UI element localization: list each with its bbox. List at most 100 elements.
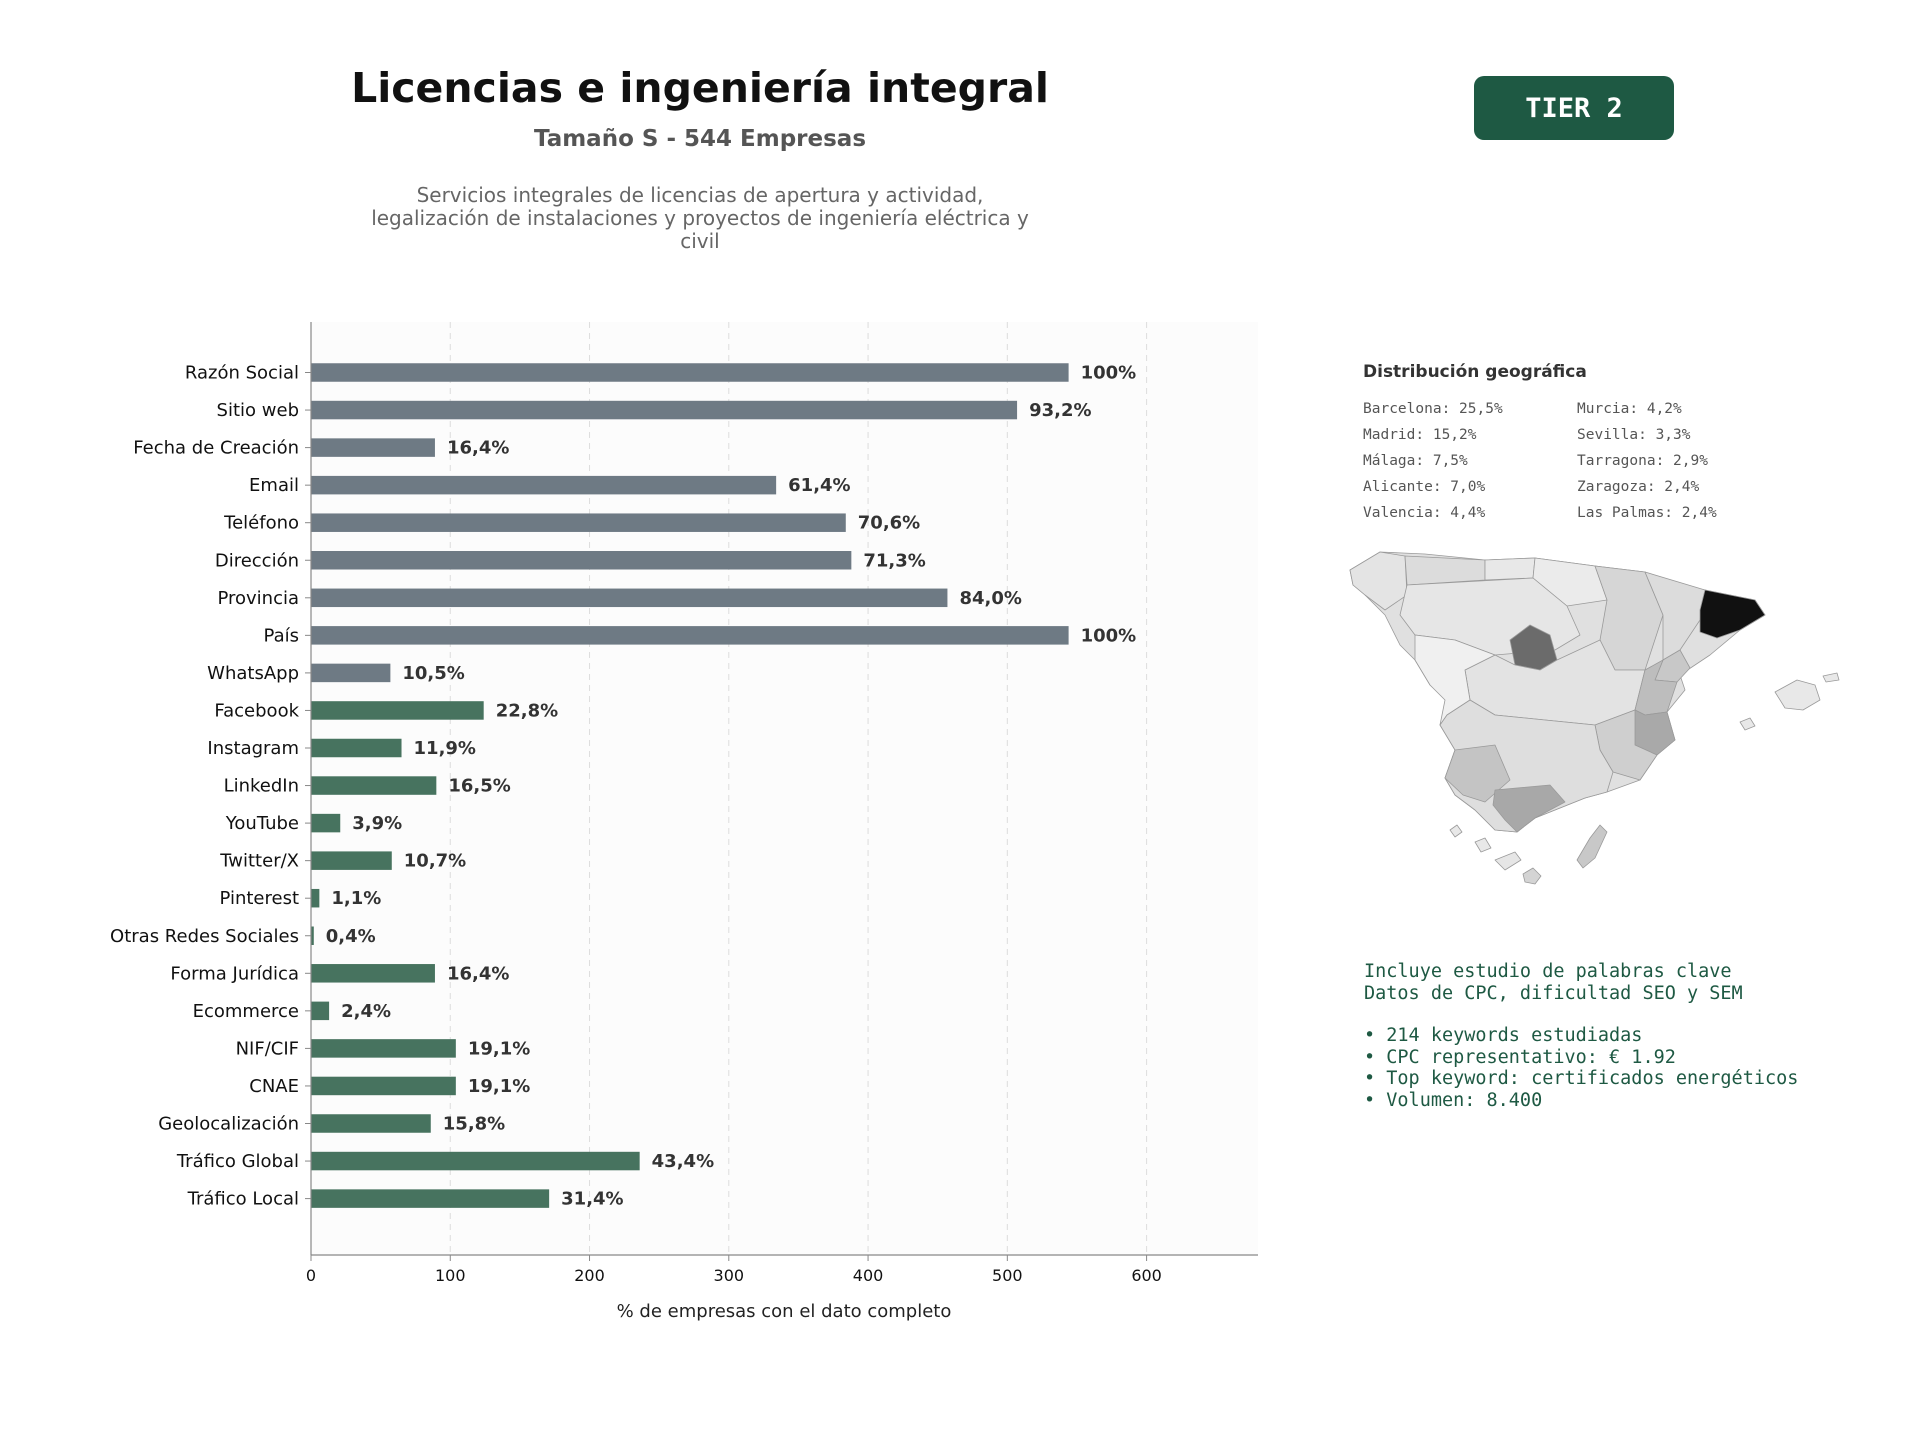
bar-value-label: 16,4% bbox=[447, 963, 509, 984]
y-tick-label: Otras Redes Sociales bbox=[110, 926, 299, 947]
island-gran-canaria bbox=[1522, 867, 1542, 885]
bar bbox=[311, 551, 852, 570]
island-canarias-west bbox=[1449, 824, 1492, 853]
geo-item: Alicante: 7,0% bbox=[1363, 479, 1486, 495]
bar-value-label: 19,1% bbox=[468, 1076, 530, 1097]
y-tick-label: Fecha de Creación bbox=[133, 438, 299, 459]
geo-item: Tarragona: 2,9% bbox=[1577, 453, 1708, 469]
bar bbox=[311, 964, 435, 983]
bar bbox=[311, 626, 1069, 645]
bar bbox=[311, 1151, 640, 1171]
y-tick-label: Tráfico Local bbox=[187, 1189, 299, 1210]
bar bbox=[311, 926, 314, 945]
geo-item: Barcelona: 25,5% bbox=[1363, 401, 1503, 417]
y-tick-label: CNAE bbox=[249, 1076, 299, 1097]
y-tick-label: Sitio web bbox=[217, 400, 299, 421]
bar-value-label: 1,1% bbox=[331, 888, 381, 909]
geo-item: Murcia: 4,2% bbox=[1577, 401, 1682, 417]
geo-distribution-list: Barcelona: 25,5% Murcia: 4,2% Madrid: 15… bbox=[1363, 399, 1783, 523]
y-tick-label: WhatsApp bbox=[207, 663, 299, 684]
island-menorca bbox=[1822, 672, 1840, 683]
bar bbox=[311, 363, 1069, 382]
bar bbox=[311, 701, 484, 720]
bar-value-label: 100% bbox=[1081, 363, 1137, 384]
bar bbox=[311, 738, 402, 758]
y-tick-label: Email bbox=[249, 475, 299, 496]
island-mallorca bbox=[1774, 679, 1821, 711]
bar bbox=[311, 813, 341, 833]
region-galicia bbox=[1349, 551, 1408, 611]
bar-value-label: 22,8% bbox=[496, 700, 558, 721]
y-tick-label: Ecommerce bbox=[193, 1001, 299, 1022]
y-tick-label: Twitter/X bbox=[219, 851, 299, 872]
bar-value-label: 93,2% bbox=[1029, 400, 1091, 421]
y-tick-label: LinkedIn bbox=[224, 776, 299, 797]
region-sevilla bbox=[1444, 744, 1511, 803]
y-tick-label: YouTube bbox=[225, 813, 299, 834]
y-tick-label: Facebook bbox=[214, 700, 299, 721]
bar-value-label: 84,0% bbox=[959, 588, 1021, 609]
bar bbox=[311, 1001, 330, 1021]
region-asturias bbox=[1404, 555, 1486, 586]
sector-description: Servicios integrales de licencias de ape… bbox=[371, 183, 1029, 253]
bar-value-label: 3,9% bbox=[352, 813, 402, 834]
bar-value-label: 0,4% bbox=[326, 926, 376, 947]
x-tick-label: 300 bbox=[714, 1266, 745, 1285]
region-malaga bbox=[1492, 784, 1566, 833]
page-title: Licencias e ingeniería integral bbox=[351, 64, 1049, 112]
completeness-bar-chart: Razón Social 100% Sitio web 93,2% Fecha de C… bbox=[110, 322, 1258, 1322]
bar bbox=[311, 588, 948, 608]
geo-distribution-title: Distribución geográfica bbox=[1363, 362, 1587, 382]
bar bbox=[311, 776, 437, 795]
island-las-palmas-east bbox=[1576, 824, 1608, 869]
bar bbox=[311, 1076, 456, 1096]
geo-item: Madrid: 15,2% bbox=[1363, 427, 1477, 443]
geo-item: Zaragoza: 2,4% bbox=[1577, 479, 1700, 495]
island-ibiza bbox=[1739, 717, 1756, 731]
bar-value-label: 15,8% bbox=[443, 1114, 505, 1135]
x-tick-label: 600 bbox=[1131, 1266, 1162, 1285]
keyword-study-box: Incluye estudio de palabras clave Datos … bbox=[1364, 961, 1904, 1111]
bar bbox=[311, 513, 846, 532]
bar bbox=[311, 475, 777, 495]
x-axis-label: % de empresas con el dato completo bbox=[617, 1301, 952, 1322]
y-tick-label: Instagram bbox=[207, 738, 299, 759]
bar-value-label: 61,4% bbox=[788, 475, 850, 496]
bar-value-label: 11,9% bbox=[414, 738, 476, 759]
bar bbox=[311, 851, 392, 870]
island-tenerife bbox=[1494, 851, 1522, 871]
y-tick-label: Geolocalización bbox=[158, 1114, 299, 1135]
bar-value-label: 19,1% bbox=[468, 1038, 530, 1059]
bar-value-label: 100% bbox=[1081, 625, 1137, 646]
keyword-intro-line: Datos de CPC, dificultad SEO y SEM bbox=[1364, 982, 1743, 1004]
x-tick-label: 200 bbox=[574, 1266, 605, 1285]
geo-item: Las Palmas: 2,4% bbox=[1577, 505, 1717, 521]
x-tick-label: 400 bbox=[853, 1266, 884, 1285]
bar bbox=[311, 400, 1018, 420]
y-tick-label: Dirección bbox=[215, 550, 299, 571]
region-cantabria bbox=[1484, 557, 1536, 581]
bar bbox=[311, 888, 320, 908]
x-tick-label: 0 bbox=[306, 1266, 316, 1285]
bar-value-label: 71,3% bbox=[863, 550, 925, 571]
y-tick-label: Teléfono bbox=[223, 513, 299, 534]
bar-value-label: 10,7% bbox=[404, 851, 466, 872]
x-tick-label: 100 bbox=[435, 1266, 466, 1285]
keyword-bullet: • CPC representativo: € 1.92 bbox=[1364, 1046, 1676, 1068]
geo-item: Málaga: 7,5% bbox=[1363, 453, 1468, 469]
bar-value-label: 10,5% bbox=[402, 663, 464, 684]
geo-item: Sevilla: 3,3% bbox=[1577, 427, 1691, 443]
y-tick-label: Tráfico Global bbox=[176, 1151, 299, 1172]
y-tick-label: NIF/CIF bbox=[236, 1038, 299, 1059]
bar-value-label: 43,4% bbox=[652, 1151, 714, 1172]
region-barcelona bbox=[1699, 589, 1766, 639]
x-axis-ticks: 0 100 200 300 400 500 600 bbox=[306, 1255, 1162, 1285]
bar-series: Razón Social 100% Sitio web 93,2% Fecha de C… bbox=[110, 363, 1136, 1210]
x-tick-label: 500 bbox=[992, 1266, 1023, 1285]
spain-choropleth-map bbox=[1349, 551, 1840, 885]
page-subtitle: Tamaño S - 544 Empresas bbox=[533, 126, 867, 152]
bar-value-label: 31,4% bbox=[561, 1189, 623, 1210]
keyword-bullet: • 214 keywords estudiadas bbox=[1364, 1025, 1643, 1046]
keyword-intro-line: Incluye estudio de palabras clave bbox=[1364, 961, 1732, 982]
bar bbox=[311, 1189, 550, 1208]
